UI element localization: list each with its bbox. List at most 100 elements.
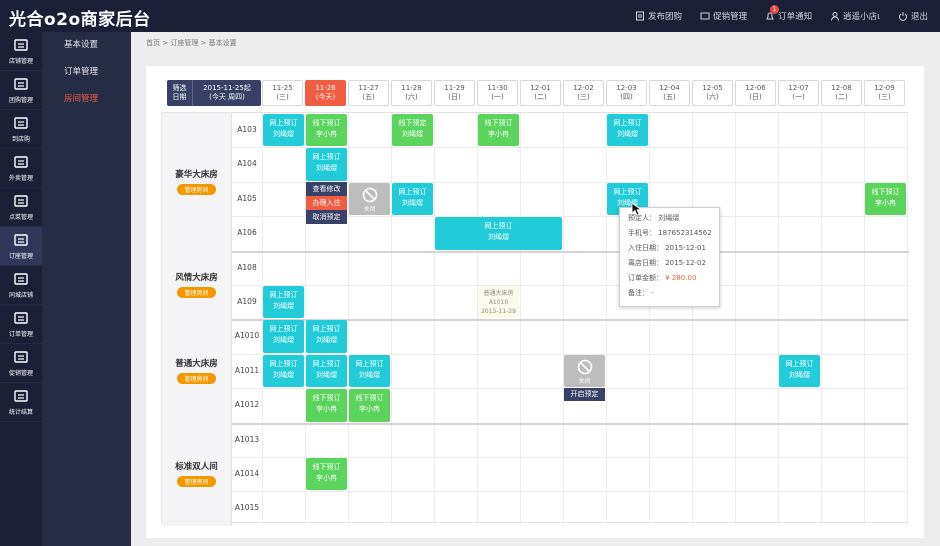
booking-block[interactable]: 网上预订 刘绳熠 (349, 354, 390, 388)
sidebar-item-label: 订单管理 (8, 331, 33, 338)
manage-rooms-button[interactable]: 管理房间 (177, 183, 216, 195)
power-icon (899, 12, 907, 21)
booking-block[interactable]: 网上预订 刘绳熠 (392, 182, 433, 216)
menu-edit-icon (14, 195, 28, 207)
date-header[interactable]: 11-29 (日) (434, 80, 475, 106)
date-header[interactable]: 11-26 (今天) (305, 80, 346, 106)
booking-guest: 李小冉 (316, 405, 337, 414)
sidebar-item-label: 店铺管理 (8, 58, 33, 65)
sidebar-item-cart[interactable]: 到店购 (0, 110, 42, 149)
sidebar-item-store[interactable]: 店铺管理 (0, 32, 42, 71)
nav-publish-group[interactable]: 发布团购 (635, 10, 682, 22)
booking-block[interactable]: 网上预订 刘绳熠 (435, 217, 562, 250)
booking-guest: 李小冉 (316, 474, 337, 482)
booking-block[interactable]: 线下预订 李小冉 (306, 114, 347, 147)
popup-row: 备注： - (628, 286, 719, 301)
date-header[interactable]: 12-03 (四) (606, 80, 647, 106)
grid-col-line (907, 113, 908, 524)
booking-block[interactable]: 网上预订 刘绳熠 (306, 354, 347, 388)
booking-note: 普通大床房 A1010 2015-11-29 (478, 286, 519, 319)
nav-order-notice[interactable]: 1 订单通知 (765, 5, 813, 22)
sidebar-item-menu-edit[interactable]: 点菜管理 (0, 188, 42, 227)
date-header[interactable]: 12-06 (日) (735, 80, 776, 106)
booking-type: 线下预订 (312, 119, 341, 127)
grid-col-line (692, 113, 693, 524)
submenu-room-management[interactable]: 房间管理 (64, 94, 99, 104)
booking-guest: 刘绳熠 (316, 336, 337, 345)
date-header[interactable]: 12-01 (二) (520, 80, 561, 106)
booking-guest: 刘绳熠 (273, 370, 294, 379)
room-number: A105 (237, 193, 257, 203)
closed-cell[interactable]: 关闭 (349, 182, 390, 216)
booking-block[interactable]: 线下预订 李小冉 (865, 182, 906, 216)
submenu-basic-settings[interactable]: 基本设置 (64, 40, 99, 50)
sidebar-item-promotion[interactable]: 促销管理 (0, 344, 42, 383)
popup-value: 2015-12-01 (663, 243, 706, 252)
date-header[interactable]: 11-30 (一) (477, 80, 518, 106)
submenu-order-management[interactable]: 订单管理 (64, 67, 99, 77)
booking-block[interactable]: 网上预订 刘绳熠 (607, 114, 648, 147)
booking-guest: 李小冉 (488, 130, 509, 138)
grid-col-line (649, 113, 650, 524)
booking-block[interactable]: 网上预订 刘绳熠 (306, 148, 347, 181)
date-header[interactable]: 12-09 (三) (864, 80, 905, 106)
date-header[interactable]: 12-07 (一) (778, 80, 819, 106)
popup-key: 预定人： (628, 213, 656, 222)
group-divider (162, 422, 909, 425)
nav-label: 促销管理 (713, 12, 748, 22)
date-header[interactable]: 11-28 (六) (391, 80, 432, 106)
room-type-label: 普通大床房 管理房间 (162, 319, 232, 423)
booking-block[interactable]: 网上预订 刘绳熠 (263, 354, 304, 388)
booking-block[interactable]: 线下预订 李小冉 (306, 458, 347, 491)
sidebar-item-flag[interactable]: 同城店铺 (0, 266, 42, 305)
date-filter[interactable]: 筛选 日期 2015-11-25起 (今天 周四) (167, 80, 261, 106)
manage-rooms-button[interactable]: 管理房间 (177, 476, 216, 488)
room-number: A1012 (234, 400, 260, 410)
date-header[interactable]: 12-02 (三) (563, 80, 604, 106)
open-booking-button[interactable]: 开启预定 (564, 388, 605, 402)
grid-row-line (232, 457, 909, 458)
booking-block[interactable]: 线下预订 李小冉 (306, 389, 347, 422)
booking-guest: 刘绳熠 (316, 164, 337, 173)
date-header[interactable]: 12-05 (六) (692, 80, 733, 106)
icon-sidebar: 店铺管理团购管理 到店购 外卖管理点菜管理订座管理 同城店铺订单管理促销管理 统计结算 (0, 32, 42, 546)
sidebar-item-sofa[interactable]: 订座管理 (0, 227, 42, 266)
date-header[interactable]: 12-04 (五) (649, 80, 690, 106)
closed-cell[interactable]: 关闭 (564, 354, 605, 388)
nav-label: 订单通知 (778, 12, 813, 22)
popup-row: 订单金额： ¥ 280.00 (628, 271, 719, 286)
group-buy-icon (14, 78, 28, 90)
date-header[interactable]: 11-25 (三) (262, 80, 303, 106)
sidebar-item-delivery[interactable]: 外卖管理 (0, 149, 42, 188)
closed-label: 关闭 (578, 377, 591, 385)
date-header[interactable]: 11-27 (五) (348, 80, 389, 106)
booking-block[interactable]: 线下预订 李小冉 (349, 389, 390, 422)
booking-block[interactable]: 网上预订 刘绳熠 (263, 114, 304, 147)
filter-label: 筛选 日期 (167, 80, 193, 106)
date-header[interactable]: 12-08 (二) (821, 80, 862, 106)
booking-block[interactable]: 网上预订 刘绳熠 (779, 354, 820, 388)
booking-block[interactable]: 线下预订 李小冉 (478, 114, 519, 147)
sidebar-item-group-buy[interactable]: 团购管理 (0, 71, 42, 110)
booking-block[interactable]: 网上预订 刘绳熠 (306, 320, 347, 353)
booking-type: 网上预订 (613, 187, 642, 196)
nav-promotion[interactable]: 促销管理 (700, 10, 747, 22)
booking-guest: 李小冉 (875, 198, 896, 207)
booking-block[interactable]: 网上预订 刘绳熠 (263, 286, 304, 319)
booking-block[interactable]: 线下预定 刘绳熠 (392, 114, 433, 147)
top-bar: 光合o2o商家后台 发布团购 促销管理 1 订单通知 逍遥小店ι 退出 (0, 0, 940, 32)
sidebar-item-order-list[interactable]: 订单管理 (0, 305, 42, 344)
manage-rooms-button[interactable]: 管理房间 (177, 372, 216, 384)
context-menu-item[interactable]: 查看修改 (312, 184, 341, 193)
bell-icon (766, 12, 774, 20)
nav-user[interactable]: 逍遥小店ι (830, 10, 880, 22)
context-menu-item[interactable]: 取消预定 (312, 212, 341, 221)
manage-rooms-button[interactable]: 管理房间 (177, 286, 216, 298)
context-menu-item[interactable]: 办理入住 (306, 195, 347, 210)
sidebar-item-stats[interactable]: 统计结算 (0, 383, 42, 422)
filter-range[interactable]: 2015-11-25起 (今天 周四) (203, 84, 251, 101)
booking-block[interactable]: 网上预订 刘绳熠 (263, 320, 304, 353)
breadcrumb: 首页 > 订座管理 > 基本设置 (146, 39, 237, 47)
nav-logout[interactable]: 退出 (898, 10, 928, 22)
sidebar-item-label: 点菜管理 (8, 214, 33, 221)
